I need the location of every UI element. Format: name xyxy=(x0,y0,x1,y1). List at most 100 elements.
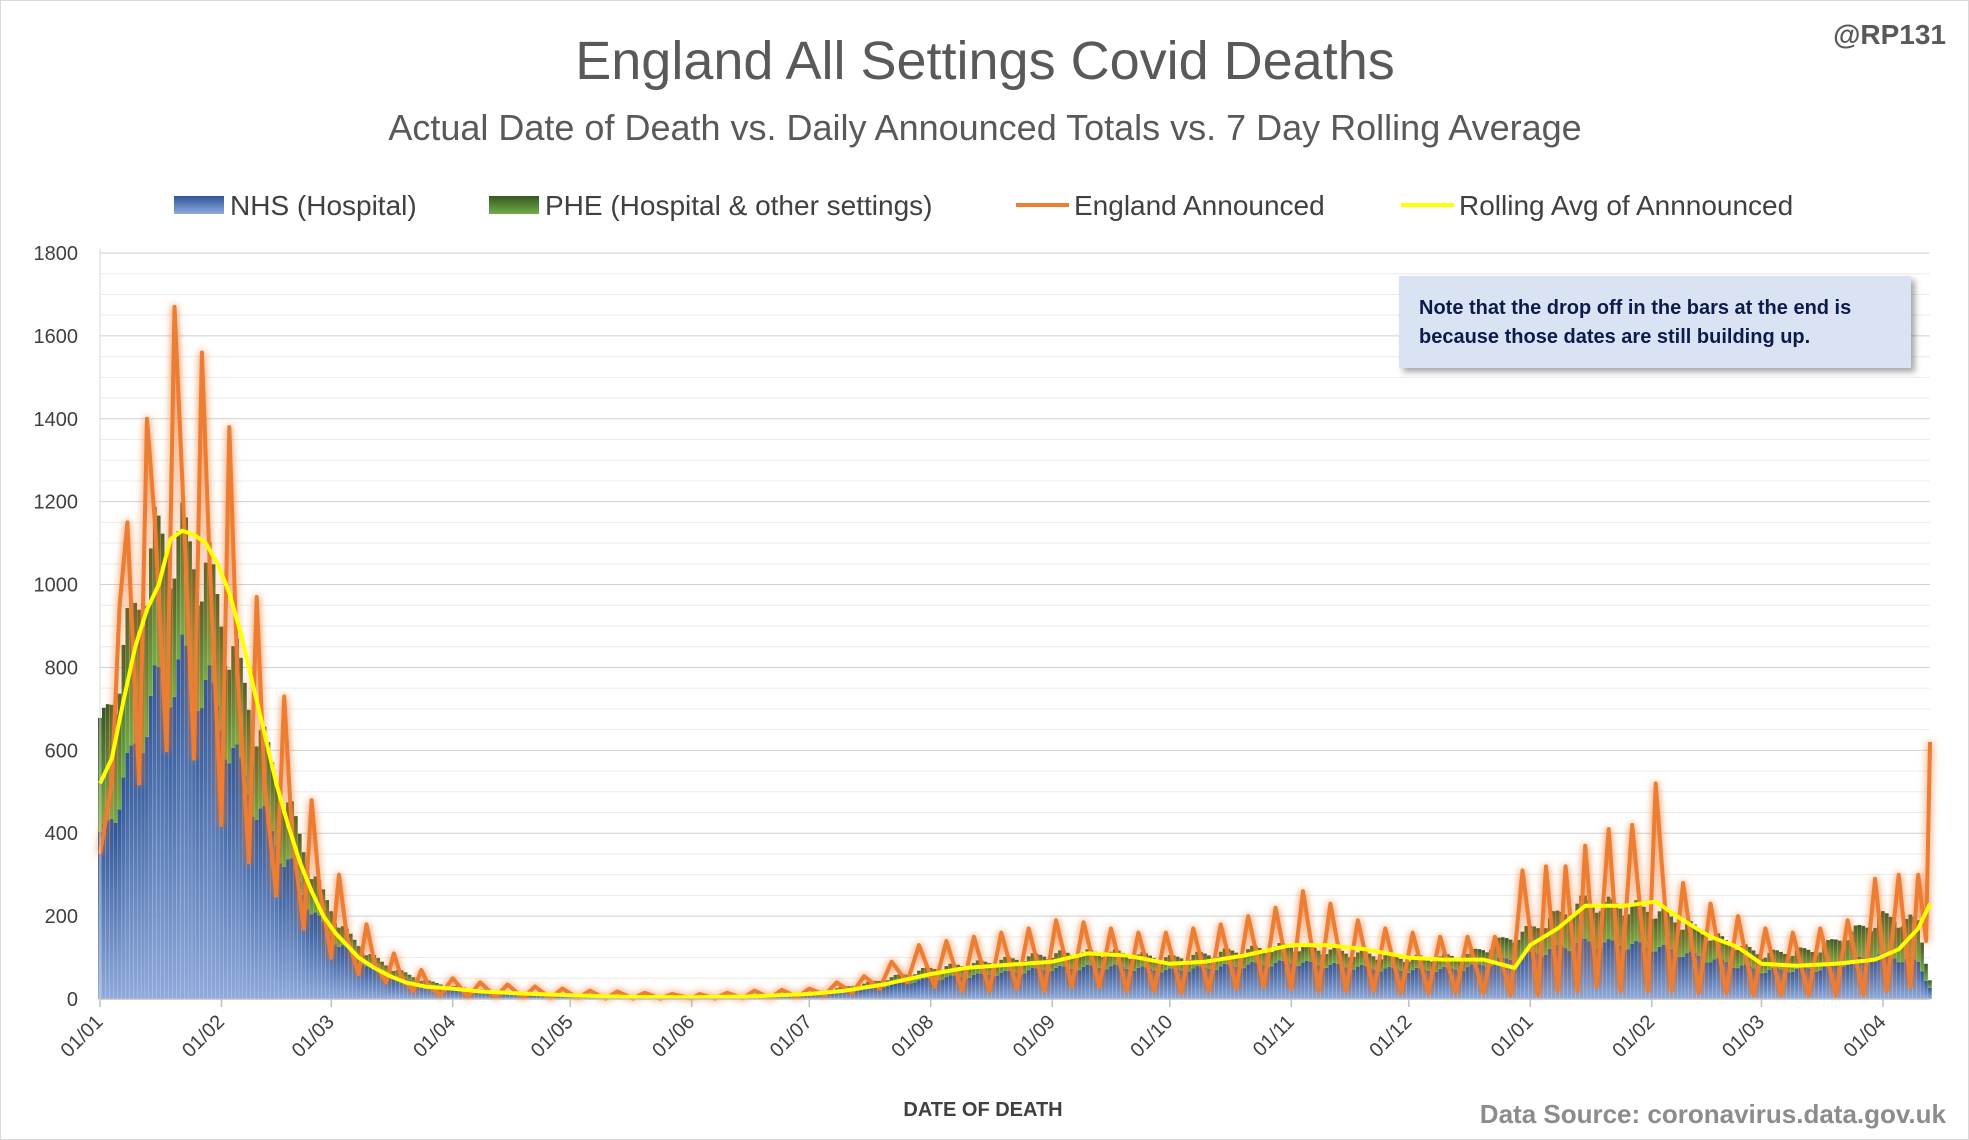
chart-subtitle: Actual Date of Death vs. Daily Announced… xyxy=(388,107,1581,148)
bar-phe xyxy=(1708,940,1713,963)
bar-nhs xyxy=(1148,968,1152,999)
bar-nhs xyxy=(391,977,396,999)
bar-nhs xyxy=(1559,946,1564,999)
bar-nhs xyxy=(1826,963,1830,999)
bar-nhs xyxy=(258,808,263,999)
bar-nhs xyxy=(1833,963,1838,999)
bar-nhs xyxy=(1355,966,1360,999)
bar-nhs xyxy=(1567,951,1572,999)
bar-nhs xyxy=(881,987,886,999)
bar-nhs xyxy=(1159,972,1164,999)
bar-phe xyxy=(1022,961,1027,974)
x-tick-label: 01/07 xyxy=(766,1011,817,1062)
bar-phe xyxy=(407,974,412,981)
bar-nhs xyxy=(536,995,541,999)
x-tick-label: 01/01 xyxy=(57,1011,108,1062)
bar-nhs xyxy=(196,710,200,999)
bar-nhs xyxy=(971,975,976,999)
bar-nhs xyxy=(1657,946,1662,999)
bar-nhs xyxy=(920,978,925,999)
bar-nhs xyxy=(388,976,392,999)
bar-phe xyxy=(1508,939,1513,960)
bar-nhs xyxy=(1877,954,1881,999)
bar-nhs xyxy=(1089,965,1094,999)
bar-nhs xyxy=(1359,964,1364,999)
bar-nhs xyxy=(1704,962,1709,999)
bar-nhs xyxy=(313,912,318,999)
bar-phe xyxy=(1285,945,1290,962)
bar-nhs xyxy=(1544,954,1548,999)
bar-phe xyxy=(1120,952,1125,967)
bar-phe xyxy=(391,971,396,978)
bar-nhs xyxy=(905,982,909,999)
bar-phe xyxy=(203,562,208,680)
bar-phe xyxy=(227,669,232,764)
bar-phe xyxy=(403,972,408,979)
bar-phe xyxy=(1653,918,1658,952)
bar-phe xyxy=(1692,924,1697,954)
bar-nhs xyxy=(368,965,373,999)
bar-phe xyxy=(1273,946,1278,963)
bar-phe xyxy=(1806,949,1811,969)
bar-nhs xyxy=(1007,970,1011,999)
bar-phe xyxy=(1069,954,1074,969)
bar-nhs xyxy=(885,986,890,999)
bar-nhs xyxy=(1681,956,1685,999)
bar-nhs xyxy=(1696,955,1701,999)
bar-phe xyxy=(266,742,271,817)
bar-nhs xyxy=(458,989,463,999)
bar-phe xyxy=(1681,929,1685,957)
bar-phe xyxy=(1195,951,1199,967)
bar-nhs xyxy=(207,665,212,999)
legend: NHS (Hospital) PHE (Hospital & other set… xyxy=(174,190,1793,221)
bar-nhs xyxy=(1841,966,1846,999)
line-england-announced xyxy=(98,304,1932,1001)
bar-nhs xyxy=(866,987,870,999)
bar-nhs xyxy=(1716,957,1721,999)
bar-nhs xyxy=(1786,972,1791,999)
bar-nhs xyxy=(360,964,365,999)
bar-phe xyxy=(1892,921,1897,959)
bar-nhs xyxy=(243,775,247,999)
bar-phe xyxy=(368,954,373,966)
bar-nhs xyxy=(893,982,898,999)
bar-phe xyxy=(1328,949,1333,965)
bar-phe xyxy=(1928,980,1932,988)
bar-nhs xyxy=(1626,949,1631,999)
bar-nhs xyxy=(1794,968,1799,999)
bar-phe xyxy=(1136,954,1141,968)
bar-nhs xyxy=(1011,971,1015,999)
bar-phe xyxy=(435,983,439,987)
bar-phe xyxy=(1818,952,1823,971)
bar-nhs xyxy=(1195,966,1199,999)
bar-nhs xyxy=(838,990,843,999)
bar-nhs xyxy=(1383,968,1388,999)
bar-phe xyxy=(1426,958,1431,971)
bar-phe xyxy=(384,965,388,974)
bar-nhs xyxy=(1759,973,1764,999)
bar-nhs xyxy=(1434,971,1439,999)
bar-nhs xyxy=(1226,964,1231,999)
bar-phe xyxy=(188,541,192,664)
bar-nhs xyxy=(983,974,988,999)
bar-phe xyxy=(1301,946,1305,963)
bar-phe xyxy=(1387,953,1391,967)
bar-nhs xyxy=(815,993,819,999)
bar-nhs xyxy=(1673,952,1678,999)
bar-phe xyxy=(325,900,330,929)
bar-nhs xyxy=(1924,980,1928,999)
bar-phe xyxy=(1406,961,1411,973)
bar-nhs xyxy=(944,977,949,999)
bar-phe xyxy=(897,974,902,983)
bar-nhs xyxy=(1489,965,1493,999)
bar-nhs xyxy=(952,975,957,999)
bar-nhs xyxy=(1285,961,1290,999)
bar-phe xyxy=(258,730,263,809)
bar-phe xyxy=(1563,914,1568,949)
bar-nhs xyxy=(403,978,408,999)
bar-phe xyxy=(1422,956,1427,970)
bar-nhs xyxy=(529,995,533,999)
bar-nhs xyxy=(125,752,130,999)
bar-nhs xyxy=(266,816,271,999)
y-tick-label: 1400 xyxy=(34,409,79,431)
